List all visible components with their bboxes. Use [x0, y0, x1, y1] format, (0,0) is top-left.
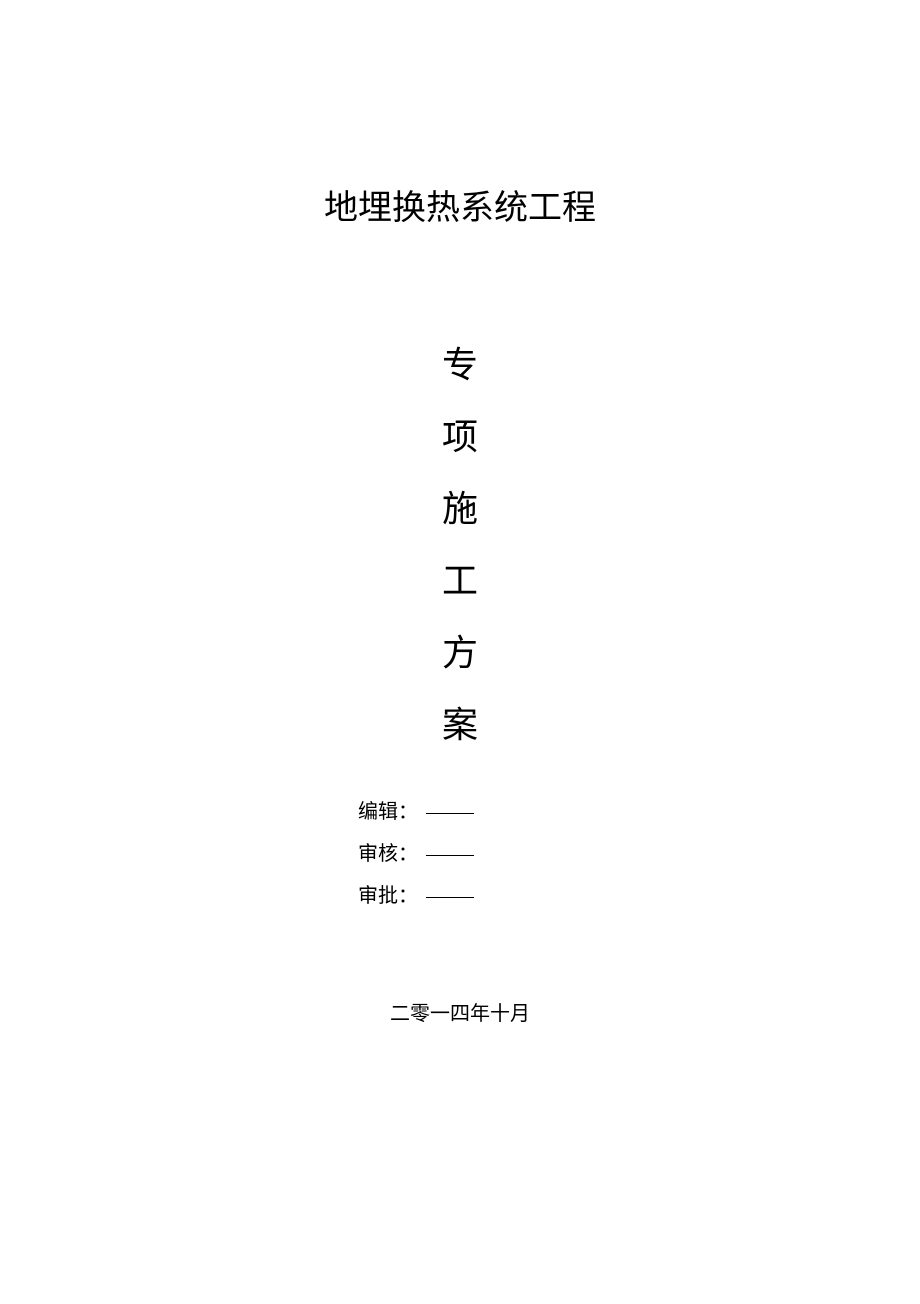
- reviewer-row: 审核：: [358, 833, 920, 875]
- editor-signature-line: [426, 813, 474, 814]
- vertical-char-5: 方: [0, 617, 920, 689]
- signature-section: 编辑： 审核： 审批：: [358, 791, 920, 917]
- editor-row: 编辑：: [358, 791, 920, 833]
- document-date: 二零一四年十月: [0, 997, 920, 1026]
- reviewer-label: 审核：: [358, 833, 418, 875]
- editor-label: 编辑：: [358, 791, 418, 833]
- vertical-char-1: 专: [0, 329, 920, 401]
- vertical-char-3: 施: [0, 473, 920, 545]
- vertical-subtitle: 专 项 施 工 方 案: [0, 329, 920, 761]
- vertical-char-6: 案: [0, 689, 920, 761]
- main-title: 地埋换热系统工程: [0, 180, 920, 229]
- approver-label: 审批：: [358, 875, 418, 917]
- approver-signature-line: [426, 897, 474, 898]
- reviewer-signature-line: [426, 855, 474, 856]
- document-page: 地埋换热系统工程 专 项 施 工 方 案 编辑： 审核： 审批： 二零一四年十月: [0, 0, 920, 1304]
- approver-row: 审批：: [358, 875, 920, 917]
- vertical-char-2: 项: [0, 401, 920, 473]
- vertical-char-4: 工: [0, 545, 920, 617]
